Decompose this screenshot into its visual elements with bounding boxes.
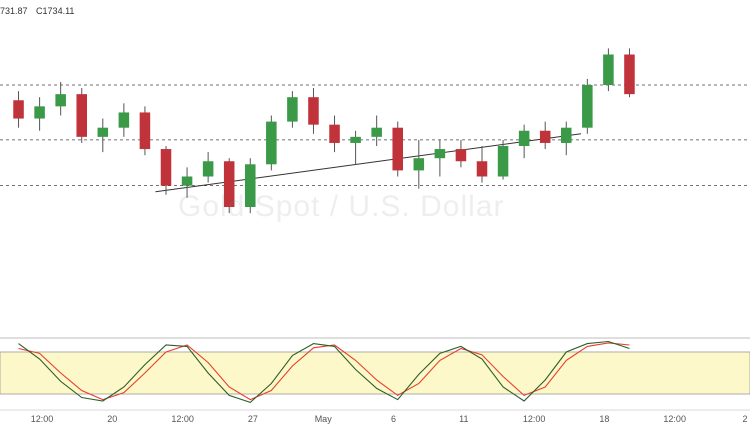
candle-body [160, 149, 172, 186]
ohlc-last-value: C1734.11 [36, 6, 75, 16]
x-tick-label: 12:00 [523, 414, 546, 424]
candle-body [476, 161, 488, 177]
candle-body [624, 54, 635, 95]
candle-body [603, 54, 614, 85]
candle [582, 78, 593, 134]
x-tick-label: 18 [599, 414, 609, 424]
candle-body [287, 97, 298, 122]
candle [97, 118, 109, 153]
stoch-band [0, 351, 750, 395]
candle-body [308, 97, 319, 125]
candle-body [139, 112, 151, 150]
candle [13, 91, 24, 128]
candle-body [266, 121, 277, 165]
candle [455, 139, 467, 168]
candle [55, 81, 66, 116]
candle [266, 115, 277, 171]
candle-body [13, 100, 24, 119]
stoch-k-line [18, 340, 630, 404]
stochastic-panel [0, 337, 750, 404]
candle [139, 106, 151, 156]
x-tick-label: 20 [107, 414, 117, 424]
candle [308, 88, 319, 134]
candle [223, 158, 235, 214]
x-tick-label: 2 [742, 414, 747, 424]
candle [518, 124, 530, 159]
candle [497, 139, 509, 180]
candle [476, 146, 488, 183]
candle-body [561, 127, 572, 143]
ohlc-prev-value: 731.87 [0, 6, 28, 16]
candle [160, 146, 172, 195]
x-tick-label: May [315, 414, 333, 424]
candle [202, 152, 214, 183]
x-tick-label: 11 [459, 414, 468, 424]
candle [392, 121, 403, 177]
candle [371, 115, 382, 146]
candle-body [539, 130, 551, 143]
candle [413, 139, 425, 189]
candle-body [202, 161, 214, 177]
symbol-watermark: Gold Spot / U.S. Dollar [178, 190, 505, 223]
candles-layer [13, 48, 635, 214]
candle [76, 88, 87, 143]
candle [329, 115, 340, 153]
candle [118, 103, 130, 137]
candle [181, 167, 193, 198]
candle-body [245, 164, 256, 207]
candle-body [350, 136, 361, 143]
candle-body [329, 124, 340, 143]
candle-body [455, 149, 467, 162]
candle-body [392, 127, 403, 171]
candle-body [55, 94, 66, 107]
x-tick-label: 12:00 [663, 414, 686, 424]
candle [434, 139, 446, 177]
candle [350, 130, 361, 165]
candle-body [371, 127, 382, 137]
x-tick-label: 12:00 [171, 414, 194, 424]
candle-body [413, 158, 425, 171]
x-tick-label: 6 [391, 414, 396, 424]
candle [561, 121, 572, 156]
candle-body [223, 161, 235, 207]
candle-body [434, 149, 446, 159]
x-tick-label: 12:00 [31, 414, 54, 424]
candle-body [181, 176, 193, 186]
ohlc-header: 731.87 C1734.11 [0, 6, 80, 16]
candle-body [518, 130, 530, 146]
candle-body [76, 94, 87, 137]
time-axis: 12:00 20 12:00 27 May 6 11 12:00 18 12:00 2 [0, 409, 750, 424]
candle [624, 48, 635, 98]
candle-body [97, 127, 109, 137]
candle [287, 91, 298, 128]
stoch-d-line [18, 342, 630, 401]
x-tick-label: 27 [248, 414, 258, 424]
candle [245, 158, 256, 214]
candle [34, 97, 45, 131]
candle-body [34, 106, 45, 119]
candle [539, 121, 551, 150]
candle-body [118, 112, 130, 128]
candle [603, 48, 614, 92]
candle-body [582, 85, 593, 128]
candle-body [497, 146, 509, 177]
